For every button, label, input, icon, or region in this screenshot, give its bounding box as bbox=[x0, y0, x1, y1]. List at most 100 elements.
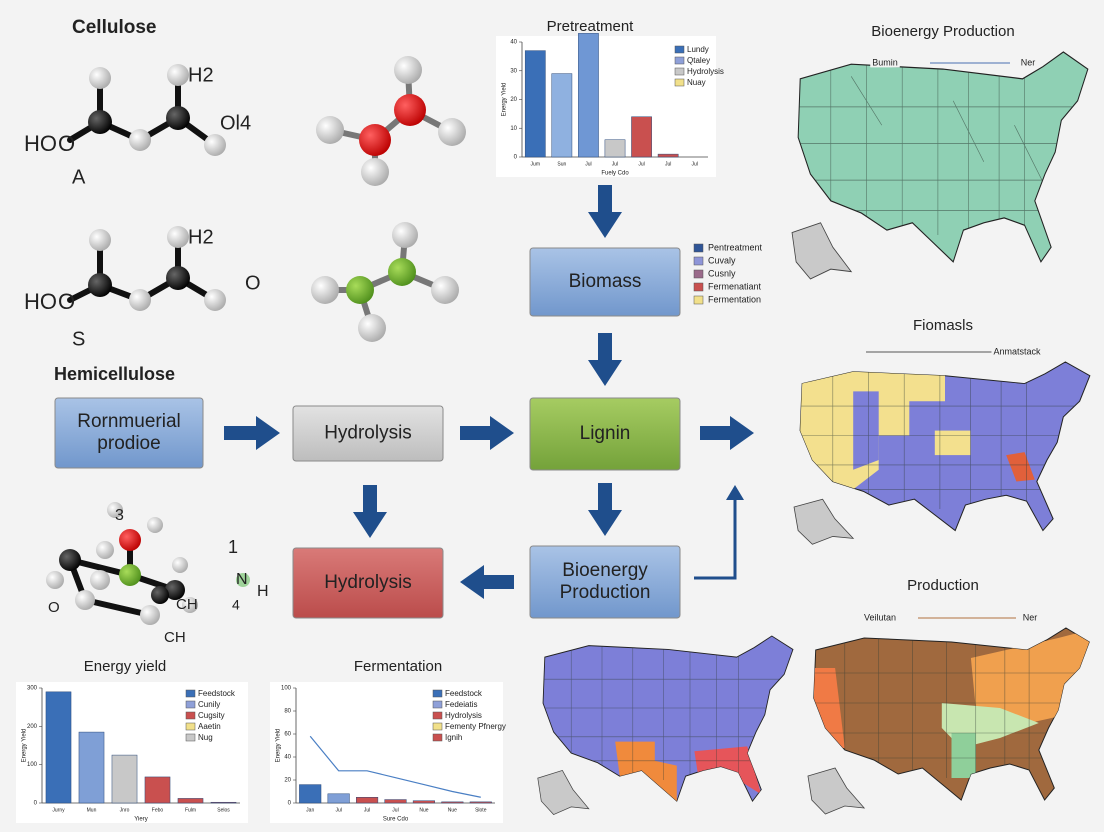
legend-swatch bbox=[185, 733, 196, 742]
flow-box-label: Biomass bbox=[569, 271, 642, 292]
flow-box-label: prodioe bbox=[97, 433, 160, 454]
map bbox=[807, 627, 1090, 815]
molecule-label: Ol4 bbox=[220, 112, 251, 134]
molecule-label: O bbox=[245, 272, 261, 294]
y-tick-label: 30 bbox=[510, 68, 517, 74]
bar bbox=[45, 691, 72, 804]
legend-label: Qtaley bbox=[687, 56, 710, 65]
x-tick-label: Jul bbox=[612, 161, 618, 167]
legend-swatch bbox=[432, 722, 443, 731]
bar bbox=[631, 116, 652, 158]
flow-box-label: Lignin bbox=[580, 423, 631, 444]
x-tick-label: Jul bbox=[392, 807, 398, 813]
y-tick-label: 80 bbox=[284, 709, 291, 715]
legend-label: Cusnly bbox=[708, 268, 736, 278]
bar bbox=[78, 731, 105, 804]
map-title: Bioenergy Production bbox=[871, 23, 1014, 40]
flow-box-label: Hydrolysis bbox=[324, 423, 412, 444]
legend-swatch bbox=[185, 689, 196, 698]
y-tick-label: 200 bbox=[27, 724, 38, 730]
molecule bbox=[311, 222, 459, 342]
molecule-label: N bbox=[236, 571, 248, 588]
x-tick-label: Jnro bbox=[120, 807, 130, 813]
map bbox=[791, 51, 1089, 280]
x-tick-label: Mun bbox=[87, 807, 97, 813]
x-tick-label: Selos bbox=[217, 807, 230, 813]
x-tick-label: Febo bbox=[152, 807, 164, 813]
molecule-label: O bbox=[58, 289, 75, 314]
legend-label: Cuvaly bbox=[708, 255, 736, 265]
y-tick-label: 20 bbox=[510, 97, 517, 103]
molecule-label: HO bbox=[24, 131, 57, 156]
legend-swatch bbox=[432, 733, 443, 742]
bar bbox=[441, 801, 464, 804]
legend-label: Nuay bbox=[687, 78, 706, 87]
legend-label: Ignih bbox=[445, 733, 462, 742]
x-tick-label: Jan bbox=[306, 807, 314, 813]
molecule-label: CH bbox=[164, 629, 186, 646]
legend-swatch bbox=[693, 295, 704, 305]
map-title: Production bbox=[907, 577, 979, 594]
flow-box bbox=[292, 405, 444, 462]
y-tick-label: 100 bbox=[281, 686, 292, 692]
flow-box bbox=[529, 397, 681, 471]
flow-box-label: Production bbox=[560, 582, 651, 603]
x-tick-label: Jurny bbox=[52, 807, 65, 813]
molecule bbox=[46, 502, 250, 625]
legend-swatch bbox=[693, 256, 704, 266]
legend-label: Nug bbox=[198, 733, 213, 742]
legend-label: Lundy bbox=[687, 45, 709, 54]
heading: Hemicellulose bbox=[54, 364, 175, 384]
bar bbox=[177, 798, 204, 804]
legend-swatch bbox=[432, 689, 443, 698]
y-tick-label: 20 bbox=[284, 778, 291, 784]
legend-label: Aaetin bbox=[198, 722, 221, 731]
molecule-label: O bbox=[48, 599, 60, 616]
bar bbox=[657, 153, 679, 158]
legend-backdrop bbox=[870, 57, 900, 68]
bar bbox=[299, 784, 322, 804]
molecule bbox=[316, 56, 466, 186]
legend-swatch bbox=[185, 711, 196, 720]
molecule-label: 3 bbox=[115, 507, 124, 524]
bar bbox=[551, 73, 573, 158]
line bbox=[309, 735, 481, 798]
map bbox=[793, 361, 1091, 545]
flow-box-label: Bioenergy bbox=[562, 560, 648, 581]
legend-label: Hydrolysis bbox=[687, 67, 724, 76]
y-axis-label: Energy Yield bbox=[502, 83, 508, 117]
x-tick-label: Sun bbox=[557, 161, 566, 167]
molecule-label: 4 bbox=[232, 597, 240, 613]
flow-arrow bbox=[694, 500, 737, 580]
y-axis-label: Energy Yield bbox=[276, 729, 282, 763]
legend-swatch bbox=[674, 78, 685, 87]
y-tick-label: 40 bbox=[510, 40, 517, 46]
legend-swatch bbox=[674, 67, 685, 76]
bar bbox=[111, 754, 138, 804]
y-axis-label: Energy Yield bbox=[22, 729, 28, 763]
y-tick-label: 0 bbox=[514, 155, 518, 161]
x-axis-label: Sure Cdo bbox=[383, 817, 409, 823]
molecule-label: S bbox=[72, 328, 85, 350]
legend-swatch bbox=[674, 56, 685, 65]
legend-swatch bbox=[674, 45, 685, 54]
bar bbox=[210, 801, 237, 804]
molecule-label: H2 bbox=[188, 226, 214, 248]
molecule-label: A bbox=[72, 166, 86, 188]
bar bbox=[144, 776, 171, 804]
x-tick-label: Jul bbox=[364, 807, 370, 813]
x-tick-label: Jum bbox=[531, 161, 540, 167]
legend-label: Cunily bbox=[198, 700, 220, 709]
y-tick-label: 0 bbox=[34, 801, 38, 807]
x-tick-label: Jul bbox=[335, 807, 341, 813]
map-legend-label: Bumin bbox=[872, 57, 898, 67]
x-axis-label: Yiery bbox=[134, 817, 147, 823]
molecule-label: H bbox=[257, 583, 269, 600]
legend-label: Feedstock bbox=[445, 689, 483, 698]
map-legend-label: Ner bbox=[1023, 612, 1038, 622]
molecule-label: H2 bbox=[188, 64, 214, 86]
x-tick-label: Nue bbox=[448, 807, 457, 813]
flow-box bbox=[529, 545, 681, 619]
legend-label: Fedeiatis bbox=[445, 700, 477, 709]
